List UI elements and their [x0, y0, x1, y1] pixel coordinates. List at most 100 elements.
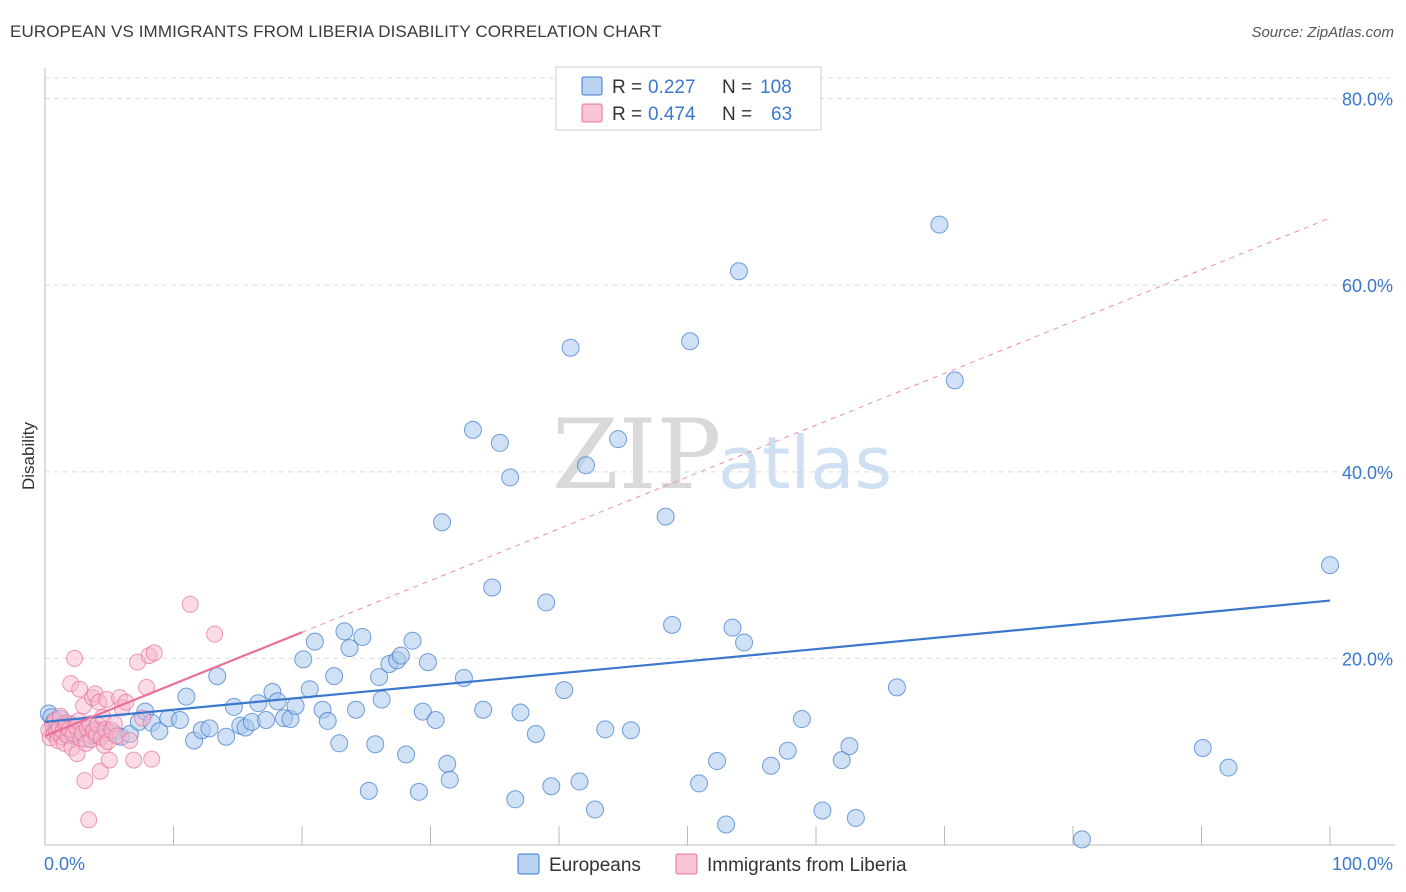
europeans-point: [335, 622, 354, 641]
legend-r-label-europeans: R =: [612, 77, 642, 98]
liberia-point: [143, 750, 161, 768]
liberia-point: [206, 625, 224, 643]
europeans-point: [778, 741, 797, 760]
europeans-point: [325, 667, 344, 686]
legend: R = 0.227 N = 108 R = 0.474 N = 63: [555, 66, 822, 131]
europeans-point: [318, 711, 337, 730]
bottom-legend-swatch-europeans: [517, 853, 540, 875]
europeans-point: [300, 680, 319, 699]
europeans-point: [526, 724, 545, 743]
europeans-point: [403, 631, 422, 650]
europeans-point: [330, 734, 349, 753]
europeans-point: [735, 633, 754, 652]
europeans-point: [346, 700, 365, 719]
chart-title: EUROPEAN VS IMMIGRANTS FROM LIBERIA DISA…: [10, 22, 662, 41]
legend-swatch-liberia: [581, 103, 603, 123]
europeans-point: [305, 632, 324, 651]
x-tick-label-min: 0.0%: [44, 854, 85, 874]
europeans-point: [463, 420, 482, 439]
bottom-legend-swatch-liberia: [675, 853, 698, 875]
europeans-point: [340, 639, 359, 658]
europeans-point: [511, 703, 530, 722]
europeans-point: [945, 371, 964, 390]
europeans-point: [930, 215, 949, 234]
europeans-point: [426, 710, 445, 729]
europeans-point: [690, 774, 709, 793]
liberia-point: [100, 751, 118, 769]
legend-n-value-liberia: 63: [771, 104, 792, 125]
bottom-legend-europeans: Europeans: [549, 855, 641, 876]
europeans-point: [506, 790, 525, 809]
europeans-point: [537, 593, 556, 612]
europeans-point: [150, 722, 169, 741]
europeans-point: [1193, 738, 1212, 757]
europeans-point: [656, 507, 675, 526]
europeans-point: [413, 702, 432, 721]
liberia-points: [40, 595, 224, 829]
europeans-point: [200, 719, 219, 738]
europeans-point: [433, 513, 452, 532]
europeans-point: [570, 772, 589, 791]
liberia-point: [125, 751, 143, 769]
y-axis-label: Disability: [19, 421, 38, 490]
europeans-trend-line: [44, 599, 1331, 723]
liberia-point: [145, 644, 163, 662]
legend-swatch-europeans: [581, 76, 603, 96]
europeans-point: [366, 735, 385, 754]
europeans-point: [1321, 556, 1339, 575]
europeans-point: [663, 615, 682, 634]
europeans-point: [596, 720, 615, 739]
y-tick-label-20: 20.0%: [1342, 649, 1393, 669]
legend-n-value-europeans: 108: [760, 77, 792, 98]
europeans-point: [840, 737, 859, 756]
legend-r-value-liberia: 0.474: [648, 104, 696, 125]
legend-r-label-liberia: R =: [612, 104, 642, 125]
europeans-point: [708, 752, 727, 771]
liberia-point: [91, 762, 109, 780]
y-tick-label-80: 80.0%: [1342, 90, 1393, 110]
europeans-point: [813, 801, 832, 820]
europeans-point: [483, 578, 502, 597]
watermark-zip: ZIP: [552, 399, 721, 511]
europeans-point: [438, 754, 457, 773]
europeans-point: [555, 681, 574, 700]
liberia-point: [80, 811, 98, 829]
liberia-point: [181, 595, 199, 613]
europeans-point: [717, 815, 736, 834]
europeans-point: [177, 687, 196, 706]
y-tick-label-40: 40.0%: [1342, 463, 1393, 483]
europeans-point: [208, 667, 227, 686]
liberia-point: [76, 772, 94, 790]
europeans-point: [1219, 758, 1238, 777]
europeans-point: [224, 697, 243, 716]
europeans-point: [792, 710, 811, 729]
europeans-point: [723, 618, 742, 637]
liberia-trend-extension: [301, 217, 1331, 633]
legend-n-label-liberia: N =: [722, 104, 752, 125]
europeans-point: [397, 745, 416, 764]
liberia-point: [71, 680, 89, 698]
europeans-point: [609, 430, 628, 449]
europeans-point: [170, 710, 189, 729]
bottom-legend-liberia: Immigrants from Liberia: [707, 855, 907, 876]
legend-n-label-europeans: N =: [722, 77, 752, 98]
liberia-trend-line: [44, 631, 303, 737]
europeans-point: [729, 262, 748, 281]
europeans-point: [418, 653, 437, 672]
europeans-point: [353, 627, 372, 646]
europeans-point: [576, 456, 595, 475]
europeans-point: [359, 781, 378, 800]
y-tick-label-60: 60.0%: [1342, 276, 1393, 296]
europeans-point: [409, 782, 428, 801]
europeans-point: [1072, 830, 1091, 849]
x-tick-label-max: 100.0%: [1332, 854, 1393, 874]
europeans-point: [585, 800, 604, 819]
europeans-point: [257, 710, 276, 729]
tick-labels: 20.0% 40.0% 60.0% 80.0% 0.0% 100.0%: [44, 90, 1393, 874]
europeans-point: [391, 646, 410, 665]
europeans-point: [762, 756, 781, 775]
europeans-point: [474, 700, 493, 719]
europeans-point: [370, 668, 389, 687]
europeans-point: [286, 696, 305, 715]
